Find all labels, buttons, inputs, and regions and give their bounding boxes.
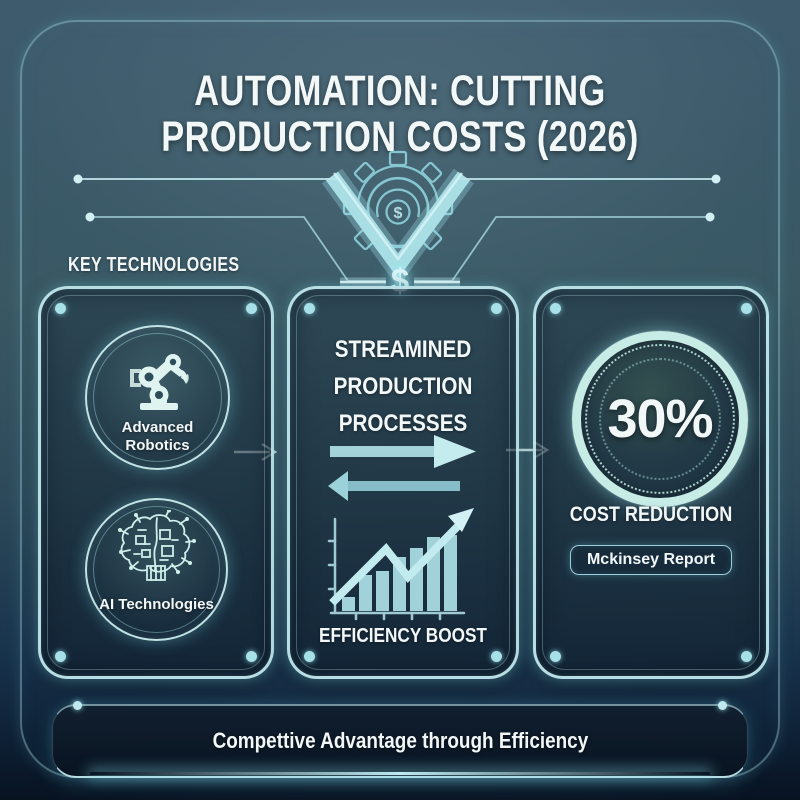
screw-icon <box>55 651 66 662</box>
screw-icon <box>741 303 752 314</box>
panel-key-technologies: Advanced Robotics <box>38 286 274 679</box>
panel-cost-reduction: 30% COST REDUCTION Mckinsey Report <box>533 286 769 679</box>
robot-arm-icon <box>129 354 189 410</box>
stat-circle: 30% <box>572 331 748 507</box>
tech-item-advanced-robotics: Advanced Robotics <box>85 325 230 470</box>
stat-value: 30% <box>607 389 713 449</box>
screw-icon <box>55 303 66 314</box>
tech-label-line1: Advanced <box>121 419 194 436</box>
footer-glow-line <box>90 772 710 775</box>
stat-label: COST REDUCTION <box>569 503 733 526</box>
right-arrow-icon <box>330 435 476 468</box>
screw-icon <box>741 651 752 662</box>
process-title: STREAMINED PRODUCTION PROCESSES <box>290 331 516 442</box>
screw-icon <box>491 303 502 314</box>
tech-label: AI Technologies <box>99 596 214 613</box>
tech-label-line2: Robotics <box>125 437 190 454</box>
process-title-line1: STREAMINED <box>334 336 472 363</box>
screw-icon <box>304 303 315 314</box>
page-title: AUTOMATION: CUTTING PRODUCTION COSTS (20… <box>0 68 800 160</box>
line-end-dot <box>73 701 82 710</box>
screw-icon <box>550 651 561 662</box>
screw-icon <box>246 303 257 314</box>
efficiency-caption: EFFICIENCY BOOST <box>319 625 487 647</box>
line-end-dot <box>718 701 727 710</box>
footer-text: Compettive Advantage through Efficiency <box>212 728 588 753</box>
left-arrow-icon <box>328 471 460 501</box>
growth-chart-icon <box>327 508 474 621</box>
ai-brain-icon <box>117 510 196 581</box>
panel-streamlined-production: STREAMINED PRODUCTION PROCESSES <box>287 286 519 679</box>
screw-icon <box>304 651 315 662</box>
screw-icon <box>491 651 502 662</box>
section-label: KEY TECHNOLOGIES <box>68 254 240 276</box>
footer-band: Compettive Advantage through Efficiency <box>52 701 748 778</box>
source-badge: Mckinsey Report <box>569 545 733 575</box>
exchange-arrows-icon <box>328 435 476 501</box>
process-title-line3: PROCESSES <box>338 410 468 437</box>
screw-icon <box>246 651 257 662</box>
tech-item-ai-technologies: AI Technologies <box>85 498 228 641</box>
trend-arrow <box>329 508 474 606</box>
process-title-line2: PRODUCTION <box>333 373 473 400</box>
page-title-line1: AUTOMATION: CUTTING <box>194 67 606 115</box>
page-title-line2: PRODUCTION COSTS (2026) <box>161 113 639 161</box>
screw-icon <box>550 303 561 314</box>
